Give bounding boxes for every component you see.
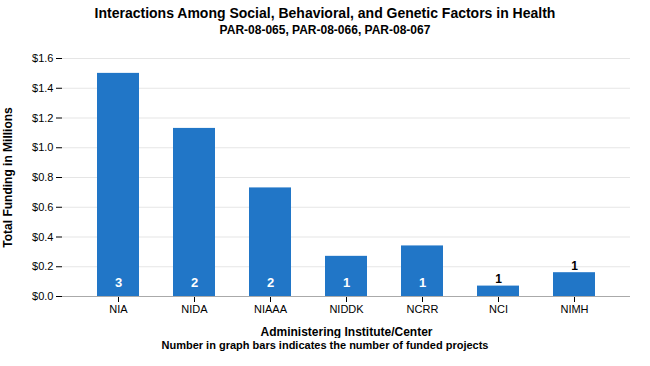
html-text:Number in graph bars indicates: Number in graph bars indicates the numbe… bbox=[161, 339, 489, 351]
svg-text:1: 1 bbox=[419, 275, 426, 290]
svg-text:$1.6: $1.6 bbox=[32, 52, 53, 64]
html-text:PAR-08-065, PAR-08-066, PAR-08: PAR-08-065, PAR-08-066, PAR-08-067 bbox=[219, 23, 431, 37]
svg-text:$1.4: $1.4 bbox=[32, 82, 53, 94]
svg-text:2: 2 bbox=[191, 275, 198, 290]
svg-text:Administering Institute/Center: Administering Institute/Center bbox=[260, 325, 432, 339]
svg-text:$0.2: $0.2 bbox=[32, 260, 53, 272]
svg-text:NIDDK: NIDDK bbox=[329, 303, 364, 315]
svg-text:$0.8: $0.8 bbox=[32, 171, 53, 183]
svg-text:2: 2 bbox=[267, 275, 274, 290]
svg-text:1: 1 bbox=[343, 275, 350, 290]
svg-text:$0.0: $0.0 bbox=[32, 290, 53, 302]
svg-text:$0.6: $0.6 bbox=[32, 201, 53, 213]
svg-text:NIA: NIA bbox=[109, 303, 128, 315]
svg-text:Total Funding in Millions: Total Funding in Millions bbox=[1, 107, 15, 248]
svg-text:NIMH: NIMH bbox=[560, 303, 588, 315]
html-text:Interactions Among Social, Beh: Interactions Among Social, Behavioral, a… bbox=[94, 5, 556, 21]
svg-text:NCRR: NCRR bbox=[407, 303, 439, 315]
svg-text:1: 1 bbox=[571, 259, 578, 273]
svg-text:NIDA: NIDA bbox=[181, 303, 208, 315]
svg-text:NIAAA: NIAAA bbox=[254, 303, 288, 315]
svg-text:NCI: NCI bbox=[489, 303, 508, 315]
svg-text:$1.2: $1.2 bbox=[32, 112, 53, 124]
svg-text:$1.0: $1.0 bbox=[32, 141, 53, 153]
svg-text:$0.4: $0.4 bbox=[32, 231, 53, 243]
svg-text:3: 3 bbox=[115, 275, 122, 290]
svg-text:1: 1 bbox=[495, 272, 502, 286]
